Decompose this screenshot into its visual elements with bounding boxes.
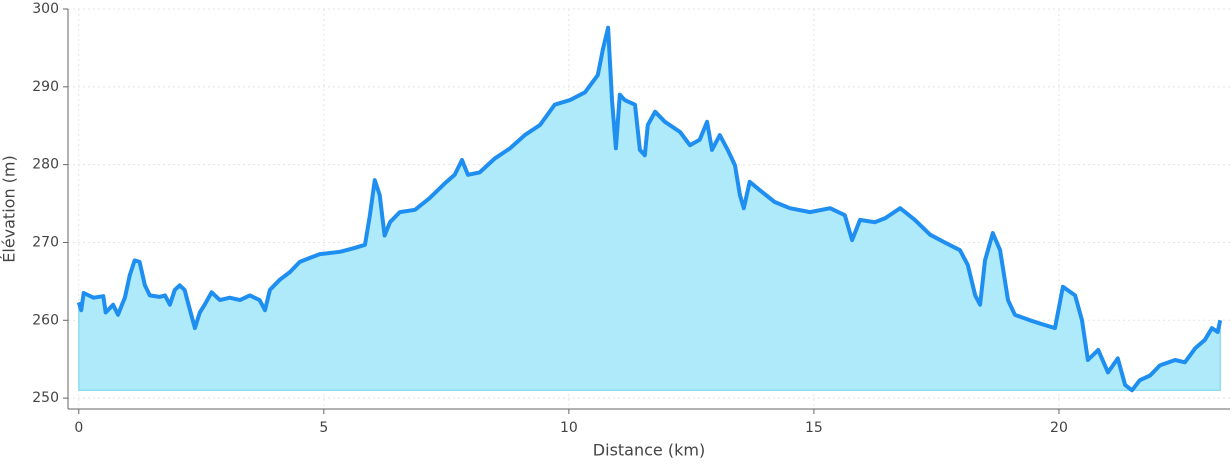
y-tick-label: 280 (32, 157, 59, 173)
area (78, 27, 1221, 392)
y-tick-label: 260 (32, 312, 59, 328)
y-tick-label: 270 (32, 234, 59, 250)
y-tick-label: 300 (32, 1, 59, 17)
x-tick-label: 10 (560, 420, 578, 436)
x-tick-label: 5 (319, 420, 328, 436)
x-tick-label: 20 (1050, 420, 1068, 436)
y-axis-title: Élévation (m) (0, 155, 19, 262)
y-tick-label: 290 (32, 79, 59, 95)
x-axis-title: Distance (km) (593, 441, 705, 460)
x-tick-label: 0 (74, 420, 83, 436)
y-tick-label: 250 (32, 390, 59, 406)
line (76, 25, 1223, 393)
x-tick-label: 15 (805, 420, 823, 436)
